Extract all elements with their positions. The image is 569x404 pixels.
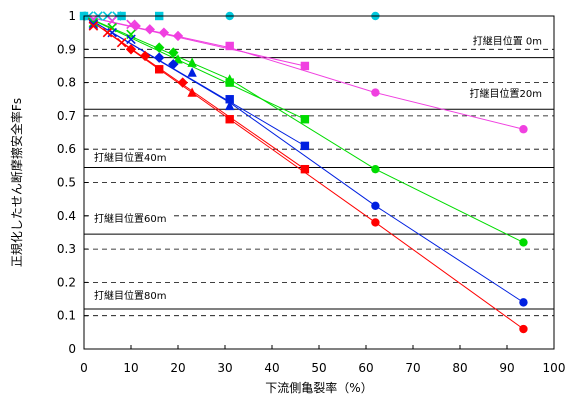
data-point-x [88, 21, 99, 31]
data-point-diamond [172, 30, 184, 42]
data-point-diamond [139, 50, 151, 62]
reference-line-label: 打継目位置 0m [473, 35, 542, 48]
data-point-square [300, 61, 310, 71]
reference-label-bg [466, 34, 546, 48]
data-point-square [225, 41, 234, 51]
data-point-triangle [173, 54, 183, 64]
data-point-circle [519, 298, 528, 307]
data-point-diamond [168, 47, 179, 58]
y-tick-label: 0.2 [57, 275, 76, 289]
y-tick-label: 0.1 [57, 309, 76, 323]
x-tick-label: 10 [123, 361, 138, 375]
series-layer [79, 11, 528, 334]
data-point-circle [519, 324, 528, 334]
data-point-square [300, 115, 310, 124]
reference-label-bg [92, 212, 172, 225]
x-tick-label: 80 [452, 361, 467, 375]
data-point-x [126, 19, 136, 30]
series-line [83, 15, 306, 67]
data-point-diamond [154, 42, 165, 53]
data-point-square [155, 65, 164, 74]
series-line [83, 15, 306, 147]
x-tick-label: 70 [405, 361, 420, 375]
data-point-diamond [125, 44, 137, 55]
data-point-circle [371, 164, 380, 174]
y-tick-label: 0.6 [57, 142, 76, 156]
reference-line-label: 打継目位置80m [94, 289, 166, 302]
data-point-triangle [187, 87, 197, 97]
data-point-diamond [168, 59, 179, 70]
data-point-triangle [225, 74, 235, 84]
x-tick-label: 90 [499, 361, 514, 375]
y-axis-title: 正規化したせん断摩擦安全率Fs [9, 98, 24, 267]
data-point-square [300, 141, 310, 151]
x-tick-label: 40 [264, 361, 279, 375]
data-point-diamond [154, 52, 165, 63]
grid-layer [84, 48, 554, 317]
reference-label-bg [92, 289, 172, 302]
reference-label-bg [466, 87, 546, 100]
data-point-diamond [130, 20, 141, 32]
reference-label-bg [92, 151, 172, 164]
y-tick-label: 0.9 [57, 42, 76, 56]
data-point-circle [371, 201, 380, 211]
data-point-diamond [144, 24, 155, 35]
data-point-triangle [225, 100, 235, 111]
x-tick-label: 60 [358, 361, 373, 375]
y-tick-label: 0.4 [57, 209, 76, 223]
x-tick-label: 0 [80, 361, 88, 375]
reference-line-label: 打継目位置20m [470, 87, 542, 100]
data-point-circle [371, 88, 380, 97]
data-point-square [225, 115, 234, 124]
x-tick-label: 20 [170, 361, 185, 375]
data-point-x [88, 17, 99, 28]
y-tick-label: 0.5 [57, 176, 76, 190]
data-point-circle [371, 218, 380, 227]
y-tick-label: 0 [68, 342, 76, 356]
data-point-x [102, 27, 113, 38]
data-point-circle [519, 238, 528, 247]
reference-line-label: 打継目位置40m [94, 151, 166, 164]
reference-lines-layer: 打継目位置 0m 打継目位置20m 打継目位置40m 打継目位置60m 打継目位置80m [84, 34, 554, 310]
x-tick-label: 50 [311, 361, 326, 375]
series-line [83, 15, 306, 120]
y-tick-label: 0.3 [57, 242, 76, 256]
data-point-square [225, 95, 234, 104]
x-tick-label: 100 [543, 361, 566, 375]
data-point-triangle [187, 57, 197, 67]
axis-layer: 00.10.20.30.40.50.60.70.80.910 10 20 30 40 50… [57, 9, 566, 375]
x-tick-label: 30 [217, 361, 232, 375]
reference-line-label: 打継目位置60m [94, 212, 166, 225]
y-tick-label: 0.8 [57, 76, 76, 90]
x-axis-title: 下流側亀裂率（%） [265, 380, 372, 395]
data-point-triangle [187, 67, 197, 77]
data-point-square [300, 164, 310, 174]
data-point-x [88, 19, 99, 30]
data-point-x [116, 37, 127, 48]
y-tick-label: 0.7 [57, 109, 76, 123]
data-point-diamond [158, 27, 170, 38]
series-line [83, 15, 524, 243]
data-point-diamond [177, 77, 188, 88]
y-tick-label: 1 [68, 9, 76, 23]
data-point-x [126, 34, 136, 45]
data-point-circle [519, 125, 528, 134]
